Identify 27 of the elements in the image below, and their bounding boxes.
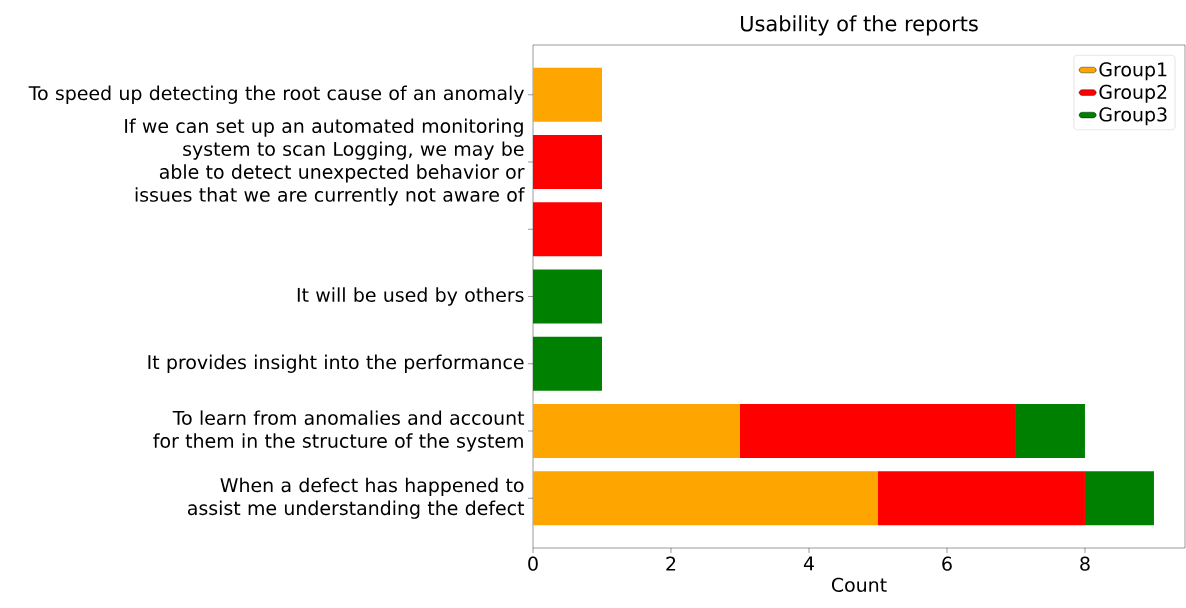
bar [1015,404,1085,458]
x-tick-label: 0 [528,556,538,571]
y-tick-label: To speed up detecting the root cause of an anomaly [28,85,524,104]
x-tick-label: 4 [803,556,814,571]
bar [533,269,602,324]
y-tick-label: If we can set up an automated monitoring system to scan Logging, we may be able to detect unexpected behavior or issues that we are currently not aware of [125,118,525,206]
bar [533,404,740,458]
bar [533,471,878,526]
x-axis-title: Count [831,577,887,592]
bar [1084,471,1154,526]
y-tick-label: It will be used by others [297,287,524,306]
y-tick-label: It provides insight into the performance [148,354,524,373]
bar [533,135,602,189]
bar [533,202,602,257]
bar [739,404,1016,458]
bar [877,471,1085,526]
legend-label: Group3 [1099,107,1167,126]
y-tick-label: To learn from anomalies and account for them in the structure of the system [153,410,525,452]
y-tick-label: When a defect has happened to assist me understanding the defect [187,477,525,519]
chart-title: Usability of the reports [741,15,978,36]
legend-label: Group2 [1099,84,1167,103]
bar [533,336,602,391]
bar [533,67,602,122]
legend-label: Group1 [1099,62,1167,81]
x-tick-label: 6 [942,556,952,571]
x-tick-label: 8 [1080,556,1090,571]
x-tick-label: 2 [666,556,676,571]
